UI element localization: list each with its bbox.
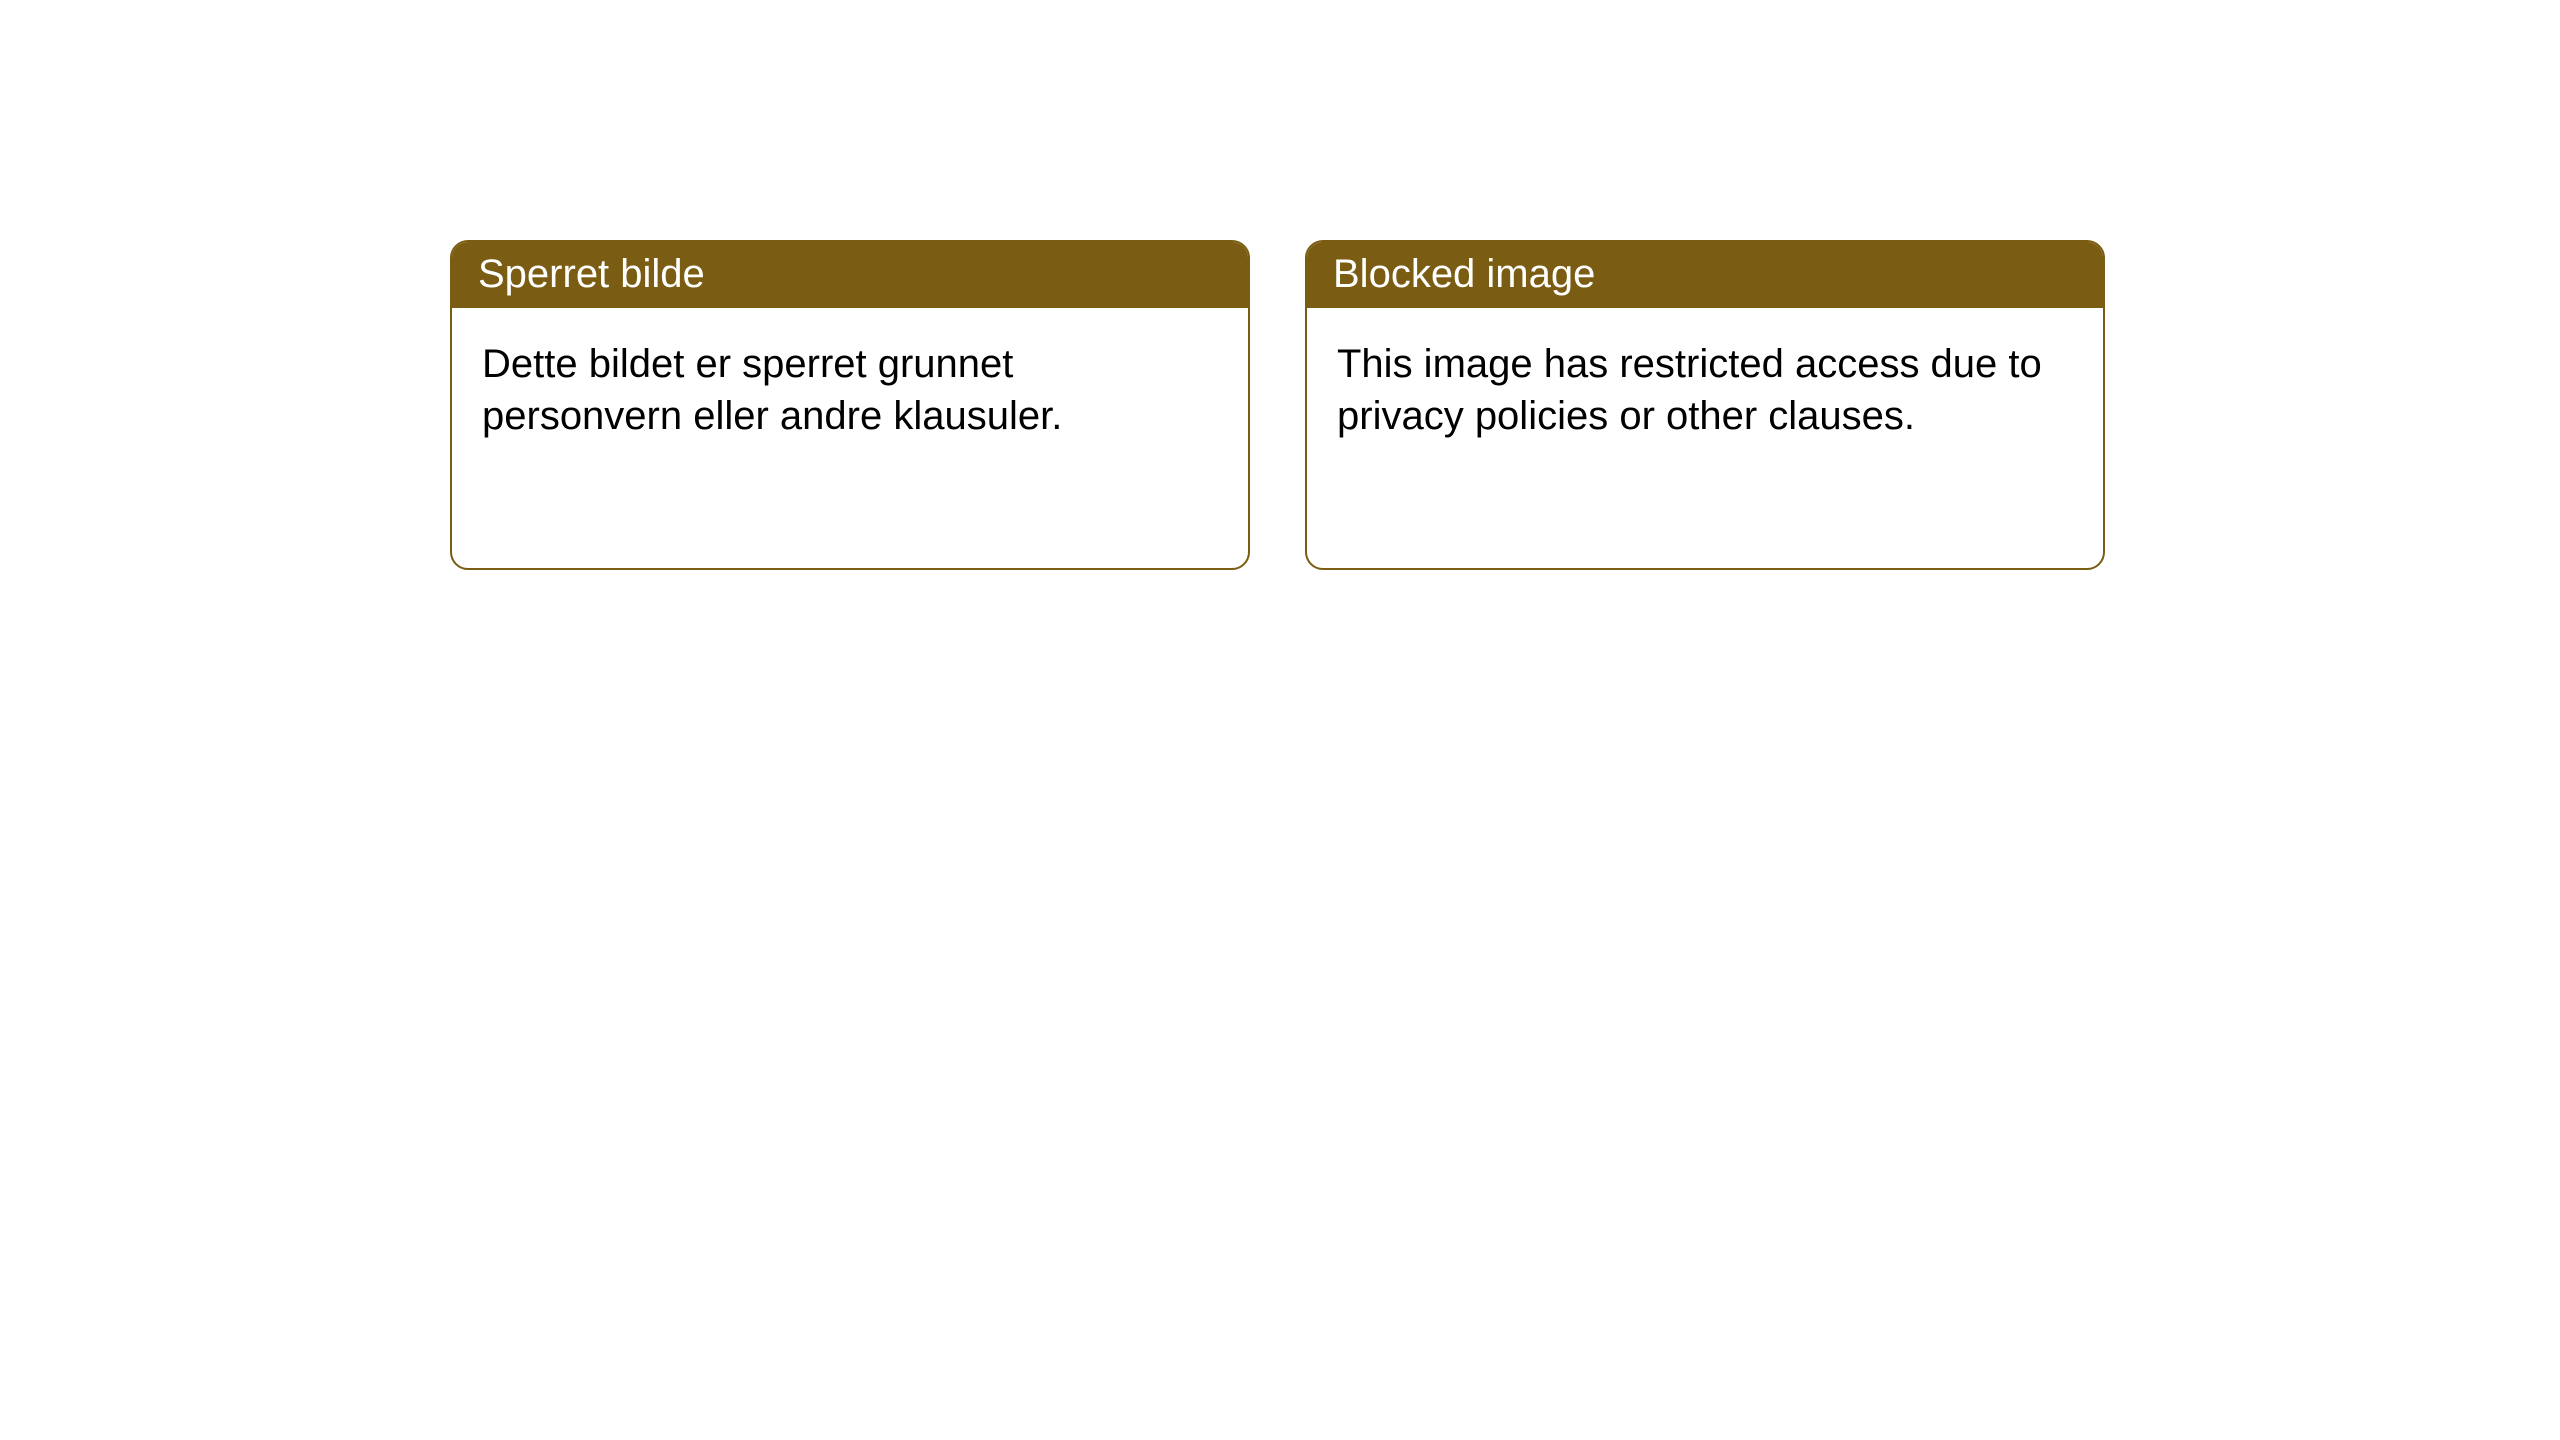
notice-cards-container: Sperret bilde Dette bildet er sperret gr… (0, 0, 2560, 570)
notice-card-body: This image has restricted access due to … (1307, 308, 2103, 462)
notice-card-body: Dette bildet er sperret grunnet personve… (452, 308, 1248, 462)
notice-card-title: Blocked image (1307, 242, 2103, 308)
notice-card-title: Sperret bilde (452, 242, 1248, 308)
notice-card-norwegian: Sperret bilde Dette bildet er sperret gr… (450, 240, 1250, 570)
notice-card-english: Blocked image This image has restricted … (1305, 240, 2105, 570)
